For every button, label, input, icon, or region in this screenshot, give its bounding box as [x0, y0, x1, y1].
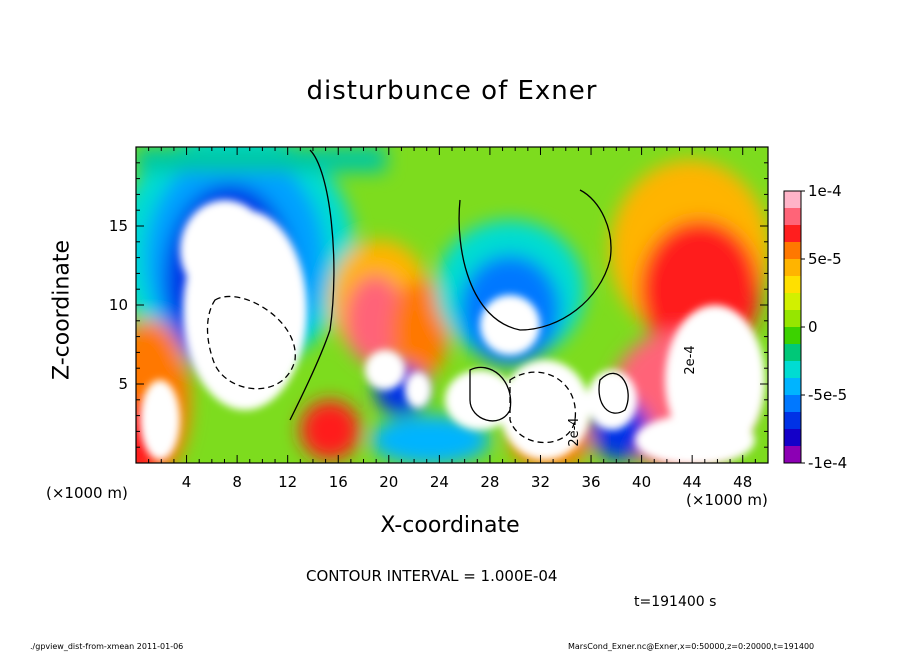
- chart-title: disturbunce of Exner: [306, 76, 598, 106]
- colorbar-swatch: [784, 446, 801, 464]
- x-tick-label: 12: [278, 473, 297, 491]
- colorbar-tick-label: 0: [808, 318, 818, 336]
- x-tick-label: 44: [683, 473, 702, 491]
- heatmap-field: [136, 147, 768, 463]
- colorbar-swatch: [784, 395, 801, 413]
- x-tick-label: 36: [581, 473, 600, 491]
- x-tick-label: 20: [379, 473, 398, 491]
- x-tick-label: 28: [480, 473, 499, 491]
- y-tick-label: 10: [109, 296, 128, 314]
- x-tick-label: 24: [430, 473, 449, 491]
- colorbar-swatch: [784, 412, 801, 430]
- colorbar-swatch: [784, 208, 801, 226]
- colorbar-swatch: [784, 242, 801, 260]
- x-axis: 4 8 12 16 20 24 28 32 36 40 44 48: [148, 147, 756, 491]
- y-tick-label: 5: [118, 375, 128, 393]
- colorbar-swatch: [784, 259, 801, 277]
- colorbar-swatch: [784, 378, 801, 396]
- footer-left: ./gpview_dist-from-xmean 2011-01-06: [30, 642, 184, 651]
- colorbar-tick-label: 5e-5: [808, 250, 842, 268]
- x-tick-label: 8: [232, 473, 242, 491]
- colorbar-swatch: [784, 310, 801, 328]
- x-tick-label: 16: [329, 473, 348, 491]
- colorbar-swatch: [784, 429, 801, 447]
- contour-interval-label: CONTOUR INTERVAL = 1.000E-04: [306, 567, 558, 585]
- y-axis-label: Z-coordinate: [49, 240, 75, 380]
- footer-right: MarsCond_Exner.nc@Exner,x=0:50000,z=0:20…: [568, 642, 815, 651]
- x-axis-label: X-coordinate: [0, 513, 904, 538]
- y-axis: 5 10 15: [109, 162, 768, 448]
- colorbar-swatch: [784, 225, 801, 243]
- x-axis-label-text: X-coordinate: [380, 513, 520, 538]
- contour-label: 2e-4: [567, 417, 582, 446]
- x-unit-label-right: (×1000 m): [686, 491, 768, 509]
- colorbar-tick-label: -1e-4: [808, 454, 847, 472]
- colorbar-swatch: [784, 293, 801, 311]
- y-tick-label: 15: [109, 217, 128, 235]
- time-label: t=191400 s: [634, 594, 717, 610]
- contour-label: 2e-4: [683, 345, 698, 374]
- colorbar-swatch: [784, 191, 801, 209]
- colorbar-swatch: [784, 276, 801, 294]
- x-tick-label: 40: [632, 473, 651, 491]
- x-tick-label: 48: [733, 473, 752, 491]
- x-unit-label: (×1000 m): [46, 484, 128, 502]
- colorbar-tick-label: 1e-4: [808, 182, 842, 200]
- colorbar: 1e-4 5e-5 0 -5e-5 -1e-4: [783, 182, 847, 472]
- x-tick-label: 32: [531, 473, 550, 491]
- x-tick-label: 4: [182, 473, 192, 491]
- colorbar-swatch: [784, 361, 801, 379]
- colorbar-swatch: [784, 327, 801, 345]
- colorbar-swatch: [784, 344, 801, 362]
- colorbar-tick-label: -5e-5: [808, 386, 847, 404]
- contour-labels: 2e-4 2e-4: [567, 345, 698, 446]
